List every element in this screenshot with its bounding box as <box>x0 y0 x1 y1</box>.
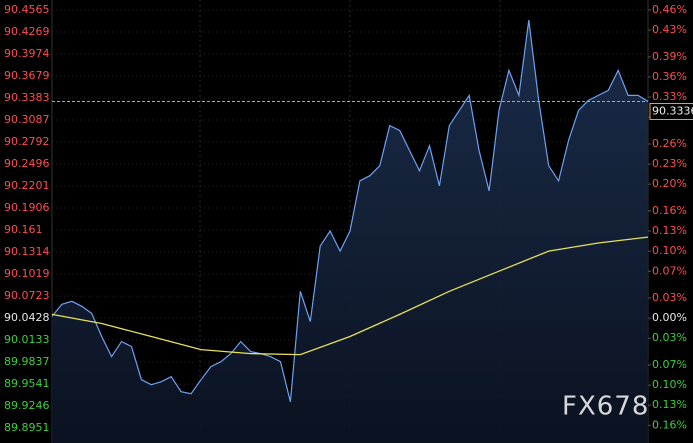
y-tick-label: 89.9246 <box>4 399 50 412</box>
y-tick-label: 90.0723 <box>4 289 50 302</box>
y2-tick-label: 0.10% <box>652 378 687 391</box>
y2-tick-label: 0.16% <box>652 204 687 217</box>
y2-tick-label: 0.23% <box>652 157 687 170</box>
y2-tick-label: 0.16% <box>652 418 687 431</box>
y2-tick-label: 0.10% <box>652 244 687 257</box>
last-price-box <box>649 103 693 121</box>
y-tick-label: 90.1314 <box>4 245 50 258</box>
y2-tick-label: 0.33% <box>652 90 687 103</box>
y2-tick-label: 0.36% <box>652 70 687 83</box>
y2-tick-label: 0.07% <box>652 264 687 277</box>
y-tick-label: 90.0428 <box>4 311 50 324</box>
y2-tick-label: 0.13% <box>652 398 687 411</box>
watermark: FX678 <box>562 392 649 422</box>
moving-average-line <box>51 236 649 356</box>
price-line <box>51 20 649 402</box>
y-tick-label: 90.0133 <box>4 333 50 346</box>
y2-tick-label: 0.26% <box>652 137 687 150</box>
y2-tick-label: 0.00% <box>652 311 687 324</box>
y-tick-label: 90.1019 <box>4 267 50 280</box>
y-tick-label: 90.3974 <box>4 47 50 60</box>
y2-tick-label: 0.03% <box>652 291 687 304</box>
y2-tick-label: 0.39% <box>652 50 687 63</box>
y-tick-label: 90.161 <box>4 223 43 236</box>
y-tick-label: 89.9541 <box>4 377 50 390</box>
y-tick-label: 90.2792 <box>4 135 50 148</box>
y2-tick-label: 0.07% <box>652 358 687 371</box>
y-tick-label: 90.2201 <box>4 179 50 192</box>
y2-tick-label: 0.46% <box>652 3 687 16</box>
y-tick-label: 90.3087 <box>4 113 50 126</box>
y-tick-label: 89.9837 <box>4 355 50 368</box>
y2-tick-label: 0.43% <box>652 23 687 36</box>
y-tick-label: 90.1906 <box>4 201 50 214</box>
y-tick-label: 90.3383 <box>4 91 50 104</box>
last-price-label: 90.3336 <box>652 105 693 118</box>
y-tick-label: 90.2496 <box>4 157 50 170</box>
y-tick-label: 90.4565 <box>4 3 50 16</box>
y2-tick-label: 0.03% <box>652 331 687 344</box>
y-tick-label: 90.4269 <box>4 25 50 38</box>
y2-tick-label: 0.13% <box>652 224 687 237</box>
y2-tick-label: 0.20% <box>652 177 687 190</box>
y-tick-label: 90.3679 <box>4 69 50 82</box>
y-tick-label: 89.8951 <box>4 421 50 434</box>
